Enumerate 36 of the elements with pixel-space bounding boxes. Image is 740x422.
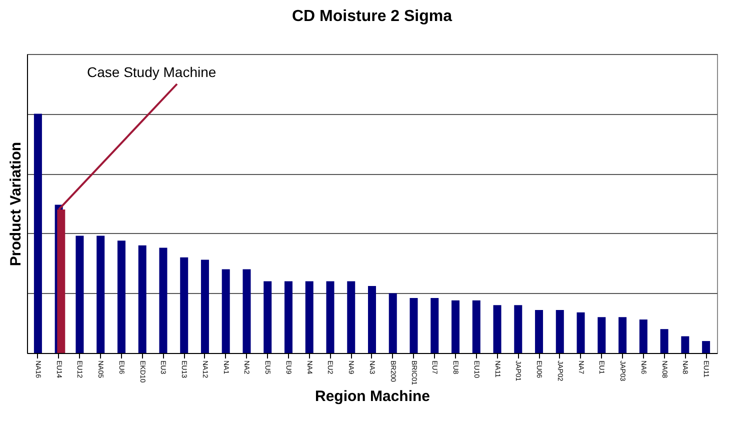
bar <box>410 298 418 353</box>
bar <box>34 114 42 353</box>
bar <box>639 320 648 353</box>
bar <box>264 281 272 353</box>
bar <box>180 257 188 353</box>
bar <box>347 281 356 353</box>
bar <box>242 269 251 353</box>
bar <box>452 300 460 353</box>
bar <box>681 336 690 353</box>
bar <box>76 236 84 353</box>
bar <box>284 281 292 353</box>
bar <box>430 298 439 353</box>
bar <box>159 248 168 353</box>
bar <box>388 293 397 353</box>
bar <box>618 317 627 353</box>
bar <box>117 240 126 353</box>
bar <box>556 310 564 353</box>
bar <box>576 312 585 353</box>
bar <box>493 305 502 353</box>
bar <box>96 236 105 353</box>
bar <box>514 305 522 353</box>
bar <box>535 310 544 353</box>
bar <box>598 317 606 353</box>
x-axis-title: Region Machine <box>314 388 430 406</box>
bar <box>702 341 710 353</box>
bar <box>660 329 668 353</box>
bar <box>368 286 376 353</box>
bar <box>305 281 314 353</box>
annotation: Case Study Machine <box>87 64 216 80</box>
bar <box>326 281 334 353</box>
bar <box>138 245 146 353</box>
bar <box>222 269 230 353</box>
chart-title: CD Moisture 2 Sigma <box>292 8 452 25</box>
bar <box>472 300 480 353</box>
y-axis-title: Product Variation <box>8 142 24 266</box>
bar <box>200 260 209 353</box>
